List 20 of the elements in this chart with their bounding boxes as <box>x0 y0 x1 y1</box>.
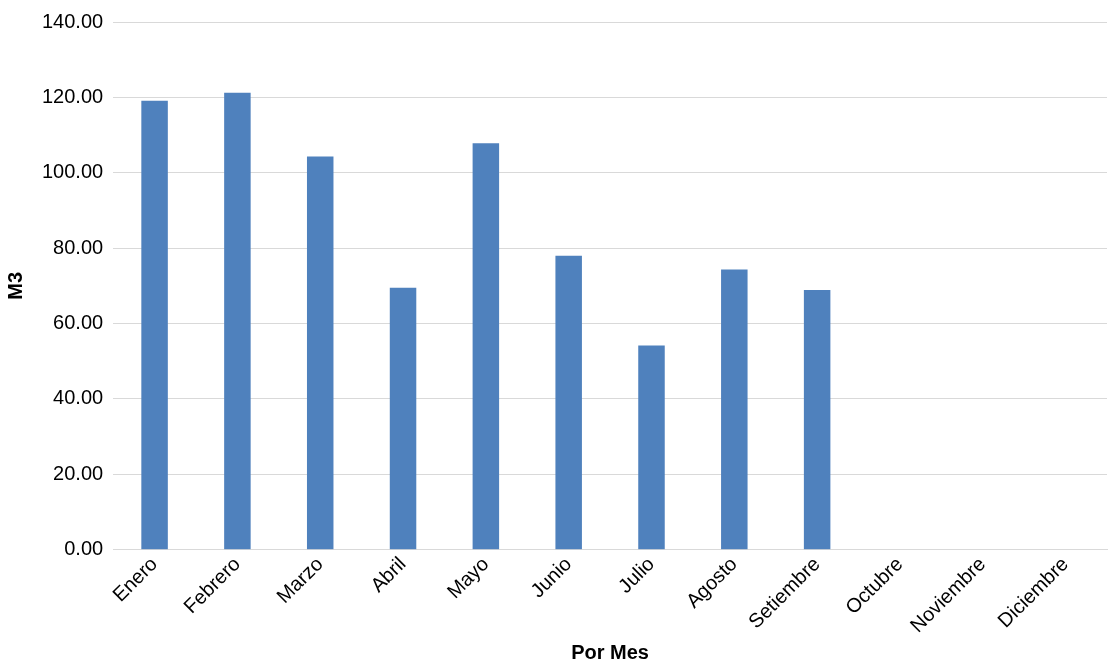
y-tick-label: 100.00 <box>42 160 104 183</box>
y-tick-label: 120.00 <box>42 84 104 107</box>
y-tick-label: 40.00 <box>53 386 104 409</box>
y-tick-label: 20.00 <box>53 461 104 484</box>
y-axis-title: M3 <box>3 271 26 300</box>
x-axis-title: Por Mes <box>571 640 649 663</box>
bar <box>555 255 582 550</box>
bar <box>224 92 251 550</box>
x-tick-label: Julio <box>613 552 659 597</box>
y-tick-label: 0.00 <box>64 537 104 560</box>
bar <box>389 287 417 550</box>
bar <box>472 143 500 550</box>
bar <box>721 269 748 550</box>
bar <box>141 100 168 550</box>
y-tick-label: 60.00 <box>53 311 104 334</box>
y-tick-label: 140.00 <box>42 9 104 32</box>
bar <box>803 289 831 550</box>
bar <box>306 156 334 550</box>
y-tick-label: 80.00 <box>53 235 104 258</box>
bar <box>638 345 665 550</box>
